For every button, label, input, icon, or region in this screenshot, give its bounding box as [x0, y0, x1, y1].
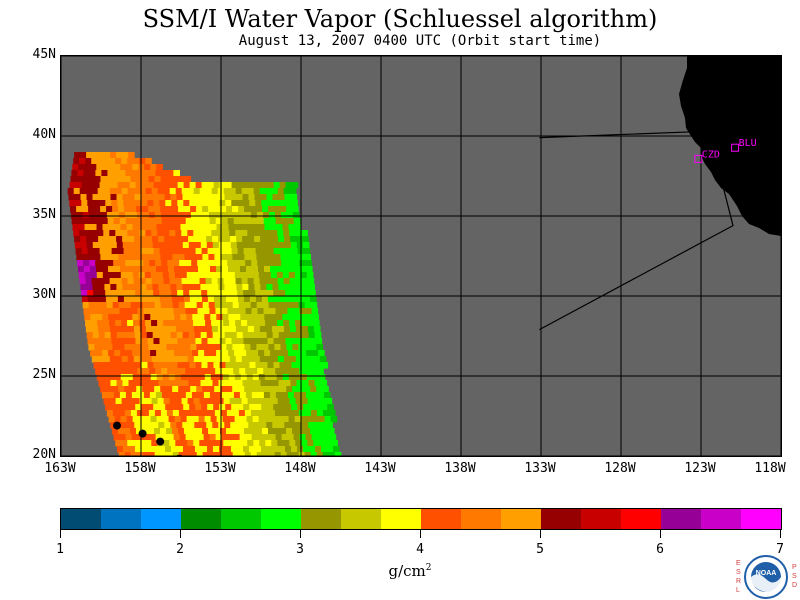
- lat-tick-label: 20N: [32, 447, 56, 462]
- colorbar-tick: [180, 530, 181, 538]
- colorbar-swatch: [381, 509, 421, 529]
- logo-letter: S: [792, 573, 797, 580]
- colorbar-swatch: [221, 509, 261, 529]
- colorbar-swatch: [141, 509, 181, 529]
- logo-letter: L: [736, 587, 740, 594]
- lon-tick-label: 163W: [44, 461, 76, 476]
- lat-tick-label: 25N: [32, 367, 56, 382]
- lon-tick-label: 148W: [284, 461, 316, 476]
- colorbar-tick: [300, 530, 301, 538]
- logo-letter: S: [736, 569, 741, 576]
- lat-tick-label: 45N: [32, 47, 56, 62]
- colorbar-tick-label: 6: [656, 542, 664, 557]
- colorbar-swatch: [621, 509, 661, 529]
- logo-letter: E: [736, 560, 741, 567]
- colorbar-tick: [60, 530, 61, 538]
- water-vapor-swath: [67, 152, 342, 456]
- lon-tick-label: 123W: [684, 461, 716, 476]
- colorbar-swatch: [101, 509, 141, 529]
- colorbar-swatch: [501, 509, 541, 529]
- lat-tick-label: 35N: [32, 207, 56, 222]
- colorbar-swatch: [261, 509, 301, 529]
- lon-tick-label: 118W: [754, 461, 786, 476]
- station-label: CZD: [702, 149, 720, 160]
- colorbar-tick: [660, 530, 661, 538]
- colorbar-units: g/cm2: [380, 562, 440, 580]
- colorbar-swatch: [341, 509, 381, 529]
- colorbar-swatch: [741, 509, 781, 529]
- lon-tick-label: 133W: [524, 461, 556, 476]
- lon-tick-label: 128W: [604, 461, 636, 476]
- map-panel: CZD BLU: [60, 55, 782, 457]
- station-label: BLU: [739, 138, 757, 149]
- logo-letter: D: [792, 582, 797, 589]
- chart-title: SSM/I Water Vapor (Schluessel algorithm): [142, 5, 658, 33]
- colorbar-swatch: [701, 509, 741, 529]
- colorbar-swatch: [541, 509, 581, 529]
- lat-tick-label: 40N: [32, 127, 56, 142]
- colorbar: [60, 508, 782, 530]
- colorbar-swatch: [581, 509, 621, 529]
- logo-letter: P: [792, 564, 797, 571]
- colorbar-swatch: [301, 509, 341, 529]
- colorbar-swatch: [661, 509, 701, 529]
- lon-tick-label: 153W: [204, 461, 236, 476]
- lat-tick-label: 30N: [32, 287, 56, 302]
- lon-tick-label: 143W: [364, 461, 396, 476]
- station-blu: BLU: [731, 138, 757, 152]
- colorbar-tick-label: 5: [536, 542, 544, 557]
- lon-tick-label: 158W: [124, 461, 156, 476]
- colorbar-tick-label: 7: [776, 542, 784, 557]
- colorbar-tick-label: 1: [56, 542, 64, 557]
- water-vapor-map: CZD BLU: [61, 56, 781, 456]
- station-czd: CZD: [694, 149, 720, 163]
- units-base: g/cm: [388, 562, 426, 580]
- units-exponent: 2: [425, 563, 432, 573]
- noaa-text: NOAA: [756, 570, 777, 577]
- colorbar-tick-label: 4: [416, 542, 424, 557]
- colorbar-swatch: [461, 509, 501, 529]
- colorbar-tick: [540, 530, 541, 538]
- lon-tick-label: 138W: [444, 461, 476, 476]
- colorbar-swatch: [61, 509, 101, 529]
- psd-letters: PSD: [792, 564, 797, 589]
- analysis-domain-outline: [539, 130, 734, 331]
- colorbar-tick-label: 3: [296, 542, 304, 557]
- colorbar-swatch: [421, 509, 461, 529]
- lat-lon-grid: [61, 56, 781, 456]
- logo-letter: R: [736, 578, 741, 585]
- north-america-landmass: [679, 56, 781, 236]
- colorbar-tick: [780, 530, 781, 538]
- colorbar-tick: [420, 530, 421, 538]
- chart-subtitle: August 13, 2007 0400 UTC (Orbit start ti…: [238, 33, 602, 49]
- colorbar-tick-label: 2: [176, 542, 184, 557]
- colorbar-swatch: [181, 509, 221, 529]
- hawaii-islands: [113, 421, 183, 456]
